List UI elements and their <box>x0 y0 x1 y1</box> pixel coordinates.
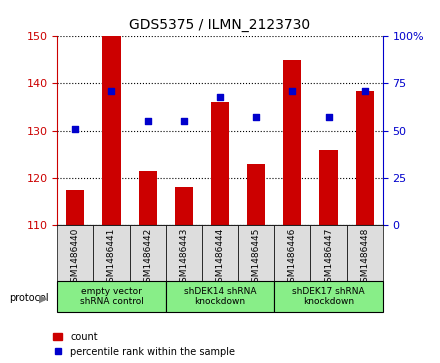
Text: ▶: ▶ <box>39 293 47 303</box>
Bar <box>57 225 93 283</box>
Point <box>289 88 296 94</box>
Text: GSM1486441: GSM1486441 <box>107 228 116 288</box>
Point <box>180 118 187 124</box>
Bar <box>103 36 121 225</box>
Point <box>216 94 224 99</box>
Bar <box>202 225 238 283</box>
Bar <box>211 102 229 225</box>
Text: shDEK14 shRNA
knockdown: shDEK14 shRNA knockdown <box>184 287 256 306</box>
Title: GDS5375 / ILMN_2123730: GDS5375 / ILMN_2123730 <box>129 19 311 33</box>
Text: shDEK17 shRNA
knockdown: shDEK17 shRNA knockdown <box>292 287 365 306</box>
Bar <box>247 164 265 225</box>
Bar <box>66 189 84 225</box>
Bar <box>175 187 193 225</box>
Bar <box>347 225 383 283</box>
Point <box>144 118 151 124</box>
Bar <box>166 225 202 283</box>
Bar <box>139 171 157 225</box>
Text: protocol: protocol <box>9 293 48 303</box>
Text: GSM1486442: GSM1486442 <box>143 228 152 288</box>
Point <box>253 115 260 121</box>
Bar <box>129 225 166 283</box>
Point <box>361 88 368 94</box>
Bar <box>93 225 129 283</box>
Bar <box>274 281 383 312</box>
Legend: count, percentile rank within the sample: count, percentile rank within the sample <box>49 328 239 360</box>
Point <box>325 115 332 121</box>
Point <box>108 88 115 94</box>
Bar <box>238 225 274 283</box>
Point <box>72 126 79 132</box>
Bar <box>283 60 301 225</box>
Bar <box>57 281 166 312</box>
Bar <box>274 225 311 283</box>
Text: GSM1486447: GSM1486447 <box>324 228 333 288</box>
Bar <box>166 281 274 312</box>
Text: GSM1486443: GSM1486443 <box>180 228 188 288</box>
Text: GSM1486440: GSM1486440 <box>71 228 80 288</box>
Text: GSM1486445: GSM1486445 <box>252 228 260 288</box>
Bar <box>319 150 337 225</box>
Text: GSM1486444: GSM1486444 <box>216 228 224 288</box>
Bar <box>311 225 347 283</box>
Bar <box>356 90 374 225</box>
Text: empty vector
shRNA control: empty vector shRNA control <box>80 287 143 306</box>
Text: GSM1486446: GSM1486446 <box>288 228 297 288</box>
Text: GSM1486448: GSM1486448 <box>360 228 369 288</box>
